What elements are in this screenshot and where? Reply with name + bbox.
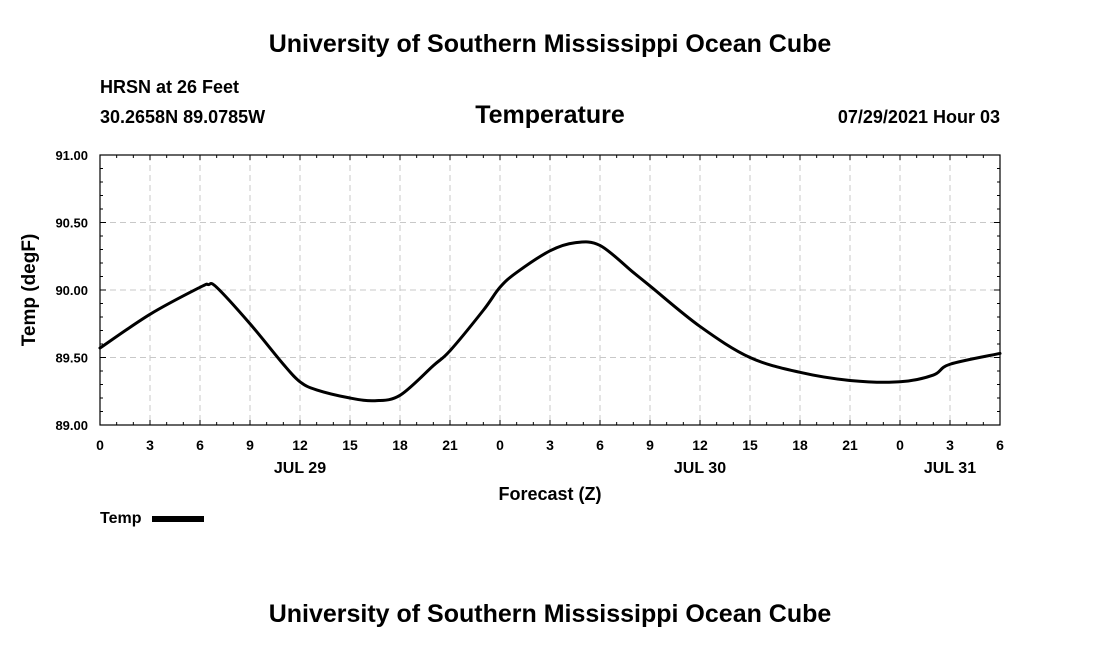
y-tick-label: 91.00 — [55, 148, 88, 163]
x-date-label: JUL 31 — [924, 460, 976, 477]
y-tick-label: 89.00 — [55, 418, 88, 433]
x-tick-label: 21 — [842, 437, 858, 453]
axis-labels: 0 3 6 9 12 15 18 21 0 3 6 9 12 15 18 21 0 3 6 89.00 89.50 90.… — [55, 148, 1004, 477]
x-tick-label: 6 — [196, 437, 204, 453]
y-tick-label: 90.50 — [55, 216, 88, 231]
x-tick-label: 6 — [996, 437, 1004, 453]
y-tick-label: 89.50 — [55, 351, 88, 366]
x-tick-label: 12 — [692, 437, 708, 453]
x-tick-label: 15 — [742, 437, 758, 453]
station-coordinates: 30.2658N 89.0785W — [100, 107, 266, 127]
x-tick-label: 6 — [596, 437, 604, 453]
legend-line-swatch — [151, 515, 204, 522]
x-date-label: JUL 29 — [274, 460, 326, 477]
x-tick-label: 0 — [896, 437, 904, 453]
x-tick-label: 12 — [292, 437, 308, 453]
forecast-timestamp: 07/29/2021 Hour 03 — [837, 107, 1000, 127]
x-tick-label: 18 — [392, 437, 408, 453]
x-tick-label: 9 — [646, 437, 654, 453]
y-tick-label: 90.00 — [55, 283, 88, 298]
x-tick-label: 15 — [342, 437, 358, 453]
x-tick-label: 9 — [246, 437, 254, 453]
x-tick-label: 18 — [792, 437, 808, 453]
temp-series-line — [98, 240, 1002, 403]
x-tick-label: 0 — [96, 437, 104, 453]
axis-ticks — [99, 154, 1001, 426]
legend: Temp — [100, 510, 204, 528]
grid — [100, 155, 1000, 425]
x-date-label: JUL 30 — [674, 460, 726, 477]
top-title: University of Southern Mississippi Ocean… — [268, 30, 832, 58]
temperature-chart: 0 3 6 9 12 15 18 21 0 3 6 9 12 15 18 21 0 3 6 89.00 89.50 90.… — [19, 148, 1004, 504]
chart-title: Temperature — [475, 101, 625, 129]
x-tick-label: 3 — [946, 437, 954, 453]
bottom-title: University of Southern Mississippi Ocean… — [268, 600, 832, 628]
station-label: HRSN at 26 Feet — [100, 77, 240, 97]
x-tick-label: 3 — [146, 437, 154, 453]
y-axis-title: Temp (degF) — [19, 234, 40, 347]
x-tick-label: 21 — [442, 437, 458, 453]
x-axis-title: Forecast (Z) — [498, 484, 601, 504]
x-tick-label: 0 — [496, 437, 504, 453]
x-tick-label: 3 — [546, 437, 554, 453]
legend-label: Temp — [100, 510, 142, 527]
